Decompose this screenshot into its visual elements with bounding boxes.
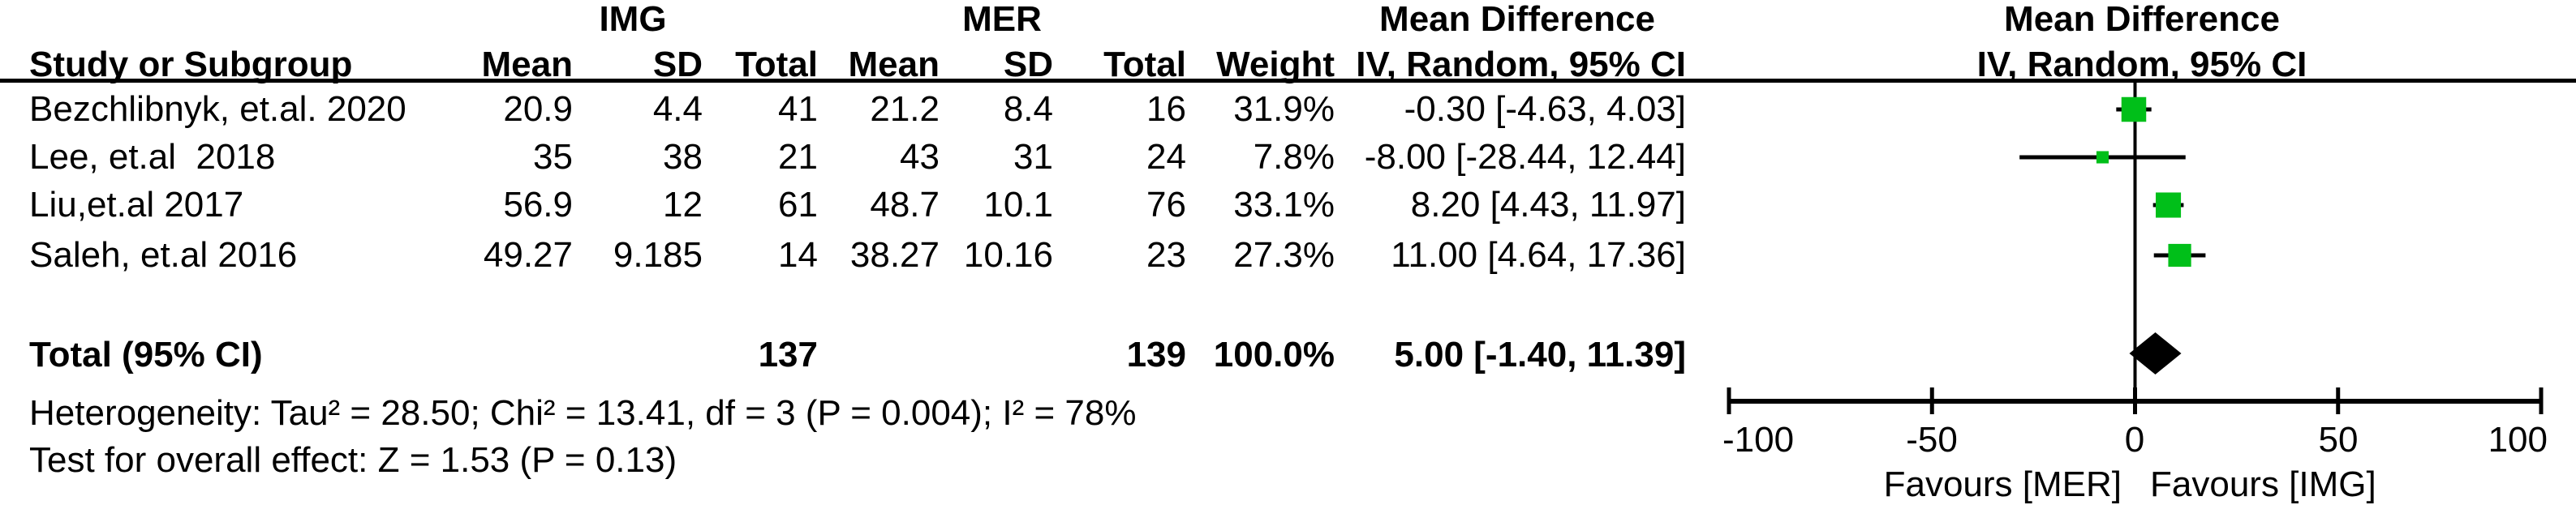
weight-square <box>2121 96 2147 122</box>
pooled-effect-diamond <box>2129 332 2182 374</box>
mer-mean: 38.27 <box>849 235 940 275</box>
mer-sd: 10.1 <box>983 185 1053 225</box>
mer-mean: 21.2 <box>870 89 940 129</box>
img-mean: 20.9 <box>503 89 573 129</box>
study-weight: 31.9% <box>1233 89 1335 129</box>
column-header-img-total: Total <box>735 45 818 84</box>
column-header-weight: Weight <box>1216 45 1335 84</box>
column-header-img-sd: SD <box>652 45 703 84</box>
total-img-n: 137 <box>758 335 818 374</box>
favours-right-label: Favours [IMG] <box>2150 464 2376 504</box>
weight-square <box>2156 192 2182 218</box>
column-header-mer-mean: Mean <box>848 45 940 84</box>
img-sd: 12 <box>663 185 703 225</box>
total-label: Total (95% CI) <box>29 335 263 374</box>
mer-total: 16 <box>1146 89 1186 129</box>
overall-effect-test: Test for overall effect: Z = 1.53 (P = 0… <box>29 440 677 480</box>
axis-tick-label: -100 <box>1722 420 1795 460</box>
study-weight: 33.1% <box>1233 185 1335 225</box>
study-weight: 7.8% <box>1253 137 1335 177</box>
mer-sd: 8.4 <box>1003 89 1053 129</box>
axis-tick-label: 100 <box>2488 420 2548 460</box>
axis-tick-label: -50 <box>1906 420 1958 460</box>
column-header-study: Study or Subgroup <box>29 45 353 84</box>
weight-square <box>2096 151 2109 164</box>
img-total: 61 <box>778 185 818 225</box>
study-name: Liu,et.al 2017 <box>29 185 244 225</box>
column-header-img-mean: Mean <box>481 45 573 84</box>
total-mer-n: 139 <box>1126 335 1186 374</box>
study-weight: 27.3% <box>1233 235 1335 275</box>
axis-tick-label: 0 <box>2124 420 2145 460</box>
group-header-img: IMG <box>599 0 667 39</box>
column-header-mer-total: Total <box>1103 45 1186 84</box>
study-md-ci: 11.00 [4.64, 17.36] <box>1391 235 1686 275</box>
mer-mean: 48.7 <box>870 185 940 225</box>
img-sd: 9.185 <box>613 235 703 275</box>
mer-total: 23 <box>1146 235 1186 275</box>
img-sd: 4.4 <box>652 89 703 129</box>
img-total: 41 <box>778 89 818 129</box>
mer-total: 24 <box>1146 137 1186 177</box>
study-md-ci: 8.20 [4.43, 11.97] <box>1410 185 1686 225</box>
favours-left-label: Favours [MER] <box>1883 464 2122 504</box>
heterogeneity-stats: Heterogeneity: Tau² = 28.50; Chi² = 13.4… <box>29 393 1137 433</box>
study-md-ci: -0.30 [-4.63, 4.03] <box>1404 89 1686 129</box>
column-header-md-method: IV, Random, 95% CI <box>1356 45 1686 84</box>
column-header-mer-sd: SD <box>1003 45 1053 84</box>
mer-sd: 31 <box>1013 137 1053 177</box>
study-md-ci: -8.00 [-28.44, 12.44] <box>1364 137 1686 177</box>
axis-tick-label: 50 <box>2318 420 2359 460</box>
total-md-ci: 5.00 [-1.40, 11.39] <box>1394 335 1686 374</box>
img-total: 14 <box>778 235 818 275</box>
img-mean: 56.9 <box>503 185 573 225</box>
mer-total: 76 <box>1146 185 1186 225</box>
plot-header-md-title: Mean Difference <box>2004 0 2280 39</box>
img-mean: 35 <box>533 137 573 177</box>
group-header-mer: MER <box>962 0 1042 39</box>
img-total: 21 <box>778 137 818 177</box>
img-sd: 38 <box>663 137 703 177</box>
mer-mean: 43 <box>900 137 940 177</box>
column-header-md-title: Mean Difference <box>1379 0 1655 39</box>
plot-header-md-method: IV, Random, 95% CI <box>1976 45 2307 84</box>
study-name: Saleh, et.al 2016 <box>29 235 298 275</box>
header-divider <box>0 79 2576 83</box>
weight-square <box>2168 243 2191 267</box>
mer-sd: 10.16 <box>963 235 1053 275</box>
study-name: Bezchlibnyk, et.al. 2020 <box>29 89 406 129</box>
img-mean: 49.27 <box>483 235 573 275</box>
study-name: Lee, et.al 2018 <box>29 137 276 177</box>
total-weight: 100.0% <box>1213 335 1335 374</box>
